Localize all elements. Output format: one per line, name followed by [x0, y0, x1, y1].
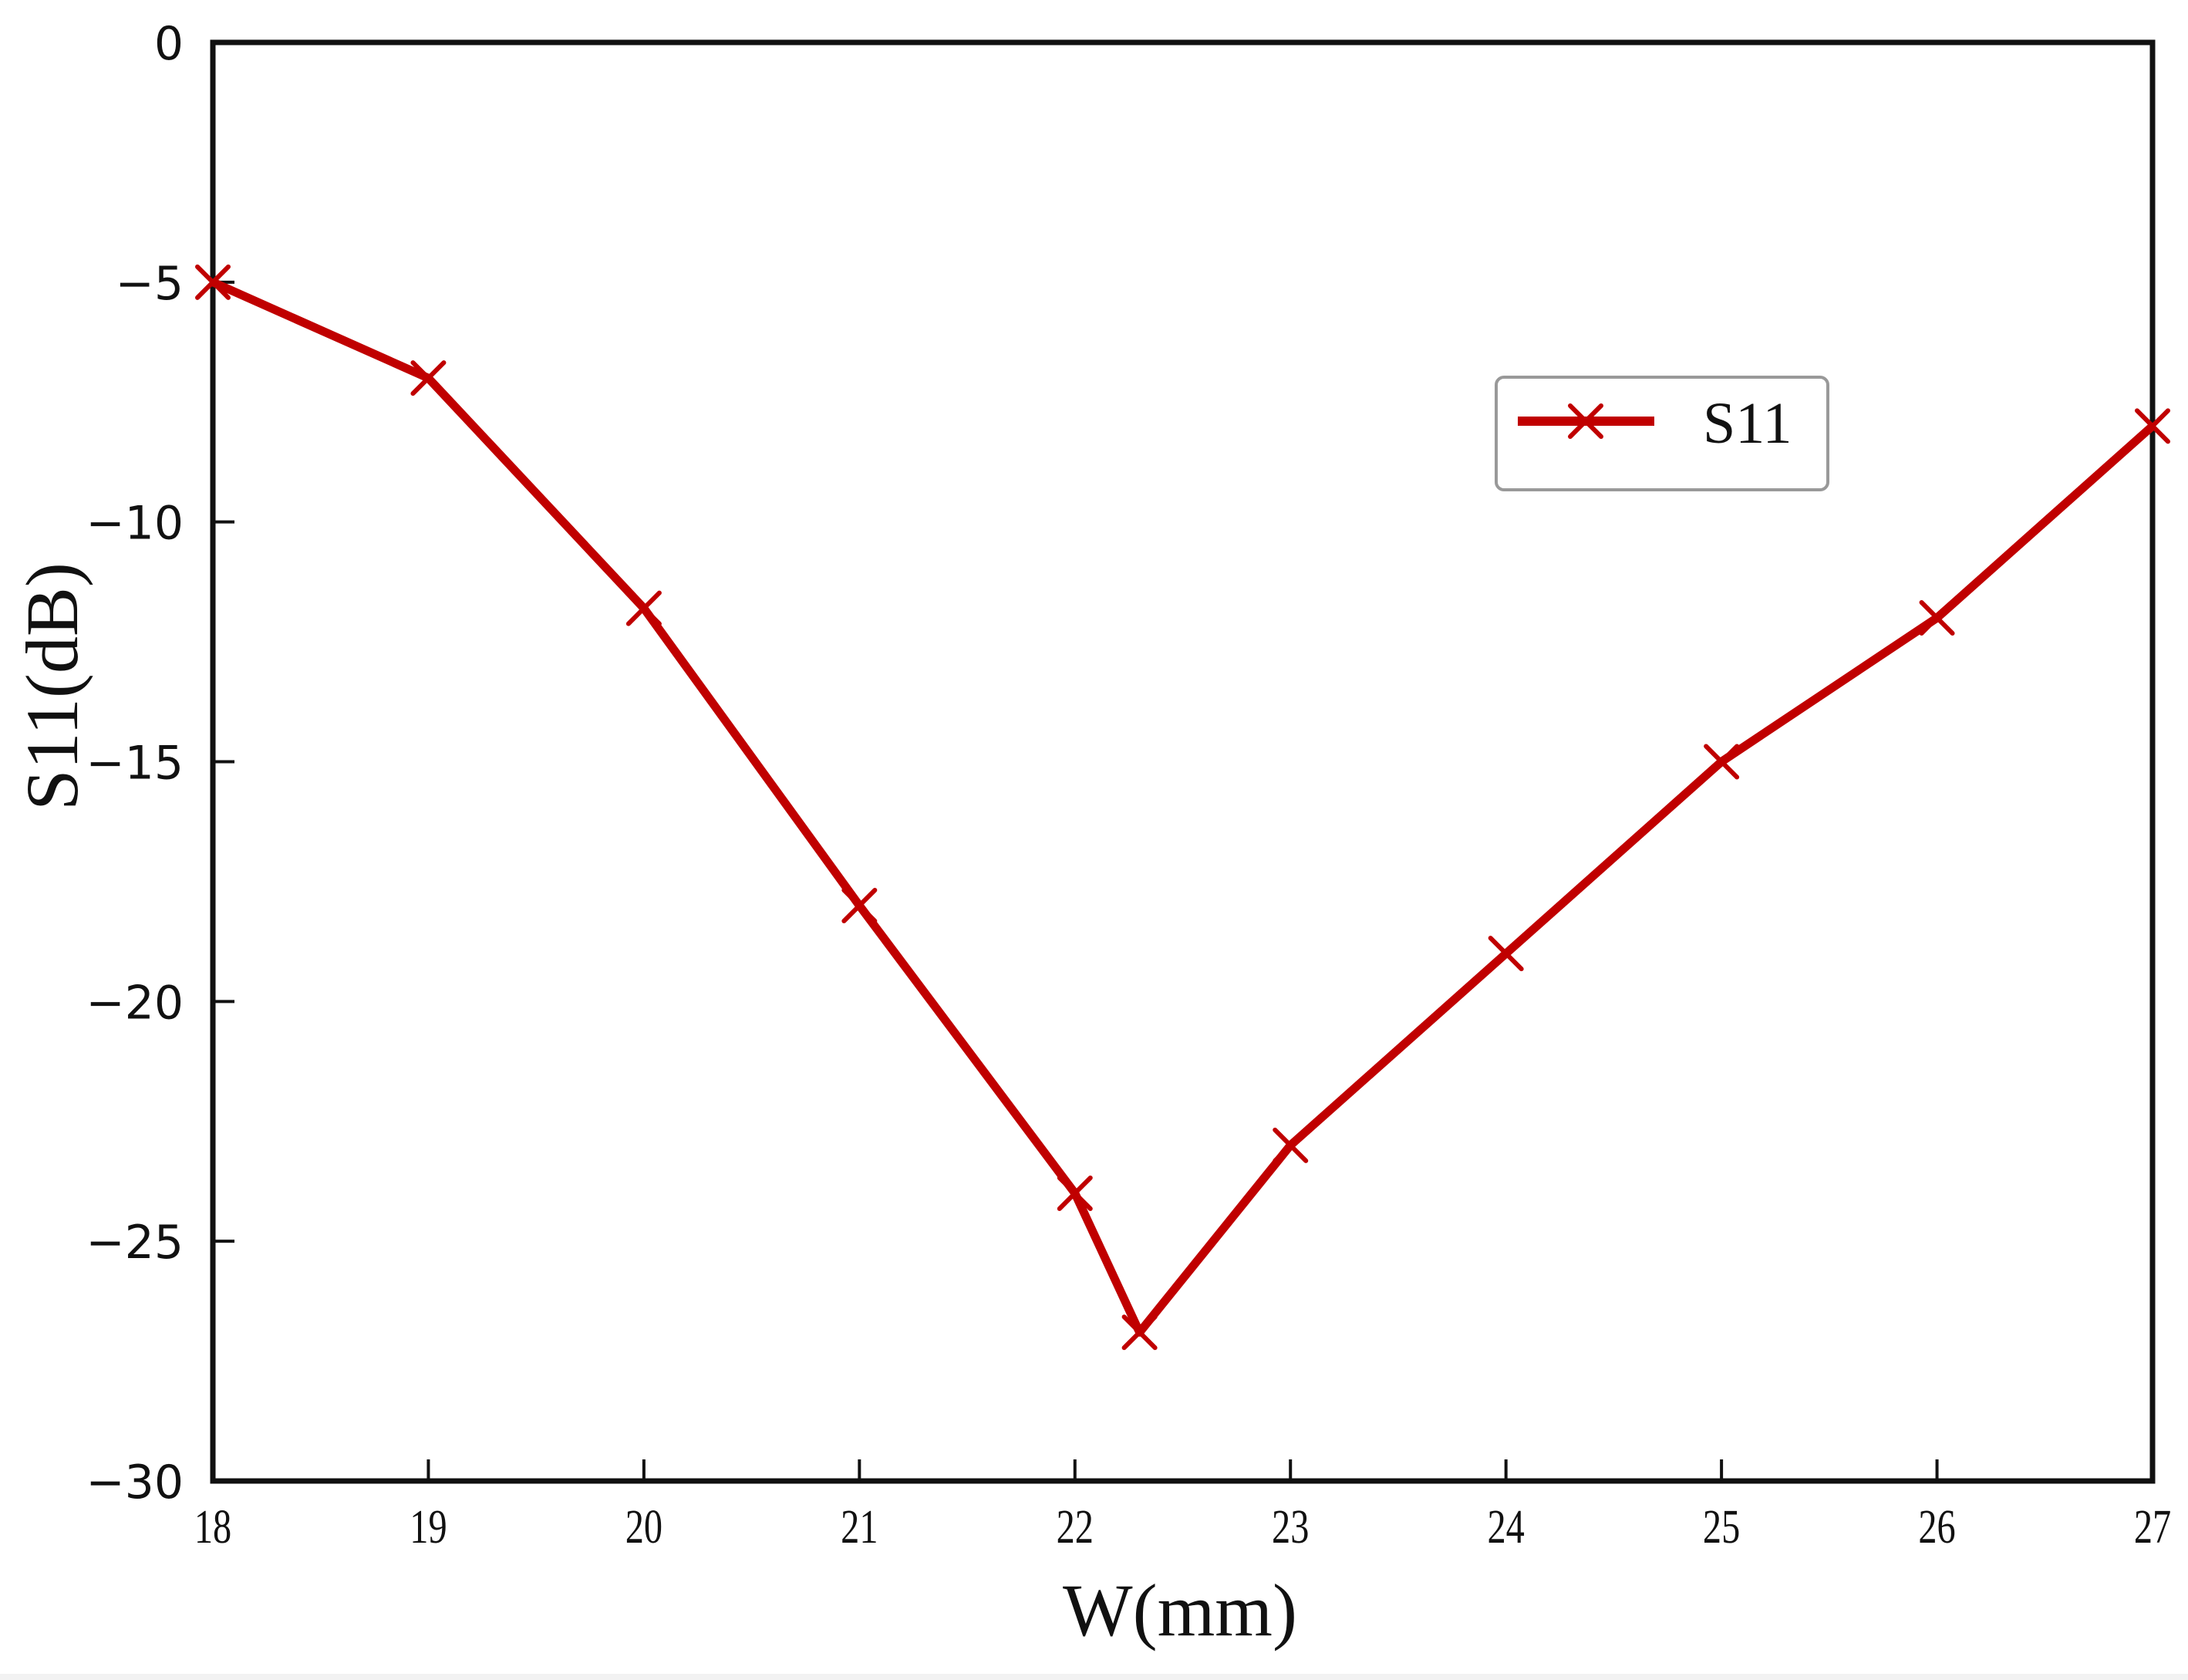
x-marker-icon: [1919, 600, 1955, 636]
x-marker-icon: [1568, 403, 1603, 439]
y-axis-label: S11(dB): [11, 562, 93, 811]
x-marker-icon: [1704, 744, 1740, 780]
y-axis-ticks: 0 −5 −10 −15 −20 −25 −30: [86, 17, 234, 1510]
legend-box: [1495, 376, 1829, 491]
bottom-strip: [0, 1674, 2188, 1680]
x-marker-icon: [841, 888, 878, 923]
x-tick-label: 27: [2134, 1500, 2171, 1553]
y-tick-label: −30: [86, 1456, 184, 1510]
x-tick-label: 22: [1057, 1500, 1094, 1553]
y-tick-label: 0: [154, 17, 184, 71]
legend-label-s11: S11: [1703, 391, 1792, 456]
x-tick-label: 21: [841, 1500, 878, 1553]
plot-area-frame: [210, 39, 2156, 1484]
x-marker-icon: [1273, 1127, 1309, 1163]
data-series-s11: [195, 264, 2170, 1351]
x-tick-label: 25: [1703, 1500, 1740, 1553]
x-axis-label: W(mm): [1063, 1569, 1297, 1651]
x-marker-icon: [410, 360, 447, 396]
x-marker-icon: [2135, 408, 2170, 444]
y-tick-label: −20: [86, 976, 184, 1030]
x-axis-ticks: 18 19 20 21 22 23 24 25 26 27: [194, 1459, 2171, 1553]
x-marker-icon: [1121, 1314, 1158, 1351]
x-tick-label: 23: [1272, 1500, 1309, 1553]
x-marker-icon: [625, 590, 662, 626]
y-tick-label: −5: [116, 257, 184, 311]
x-marker-icon: [1057, 1176, 1093, 1211]
x-tick-label: 18: [194, 1500, 231, 1553]
x-marker-icon: [1488, 936, 1524, 972]
y-tick-label: −10: [86, 497, 184, 551]
x-tick-label: 24: [1487, 1500, 1524, 1553]
x-tick-label: 20: [625, 1500, 662, 1553]
y-tick-label: −25: [86, 1216, 184, 1270]
x-tick-label: 26: [1918, 1500, 1955, 1553]
y-tick-label: −15: [86, 737, 184, 791]
x-marker-icon: [195, 264, 231, 300]
legend: S11: [1495, 376, 1829, 491]
x-tick-label: 19: [410, 1500, 447, 1553]
